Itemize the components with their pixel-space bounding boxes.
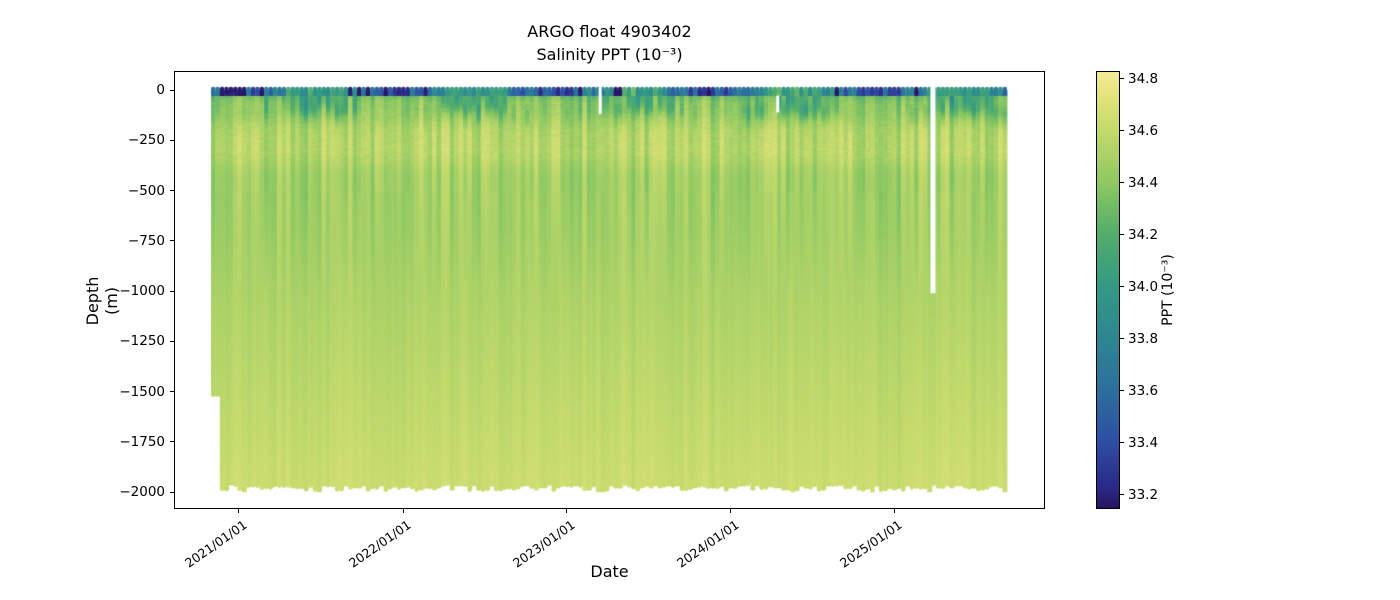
colorbar-tick-mark — [1120, 130, 1124, 132]
y-tick-label: −1250 — [119, 333, 165, 350]
colorbar-tick-mark — [1120, 494, 1124, 496]
y-tick-label: −500 — [127, 182, 165, 199]
x-tick-label: 2025/01/01 — [837, 517, 905, 571]
y-tick-label: 0 — [156, 82, 165, 98]
y-tick-mark — [170, 89, 174, 91]
x-tick-label: 2022/01/01 — [346, 517, 414, 571]
plot-area — [174, 71, 1045, 509]
y-tick-mark — [170, 491, 174, 493]
colorbar-tick-mark — [1120, 78, 1124, 80]
y-tick-label: −1500 — [119, 383, 165, 400]
y-tick-label: −1750 — [119, 433, 165, 450]
colorbar-tick-mark — [1120, 234, 1124, 236]
colorbar-tick-mark — [1120, 442, 1124, 444]
y-axis-label: Depth (m) — [83, 276, 121, 326]
y-tick-label: −1000 — [119, 283, 165, 300]
title-block: ARGO float 4903402 Salinity PPT (10⁻³) — [174, 20, 1045, 66]
x-tick-label: 2024/01/01 — [673, 517, 742, 571]
figure-subtitle: Salinity PPT (10⁻³) — [536, 45, 683, 65]
colorbar-tick-label: 33.4 — [1128, 434, 1159, 451]
x-tick-mark — [402, 509, 404, 513]
colorbar-tick-label: 33.8 — [1128, 330, 1159, 347]
x-tick-mark — [566, 509, 568, 513]
colorbar-tick-label: 34.6 — [1128, 122, 1159, 139]
salinity-heatmap-canvas — [175, 72, 1044, 508]
y-tick-mark — [170, 391, 174, 393]
y-tick-mark — [170, 340, 174, 342]
figure-title: ARGO float 4903402 — [527, 22, 692, 41]
y-tick-label: −2000 — [119, 484, 165, 501]
y-tick-mark — [170, 190, 174, 192]
colorbar-label: PPT (10⁻³) — [1160, 254, 1176, 326]
x-tick-mark — [730, 509, 732, 513]
colorbar-tick-mark — [1120, 286, 1124, 288]
y-tick-mark — [170, 290, 174, 292]
colorbar — [1096, 71, 1120, 509]
x-tick-mark — [238, 509, 240, 513]
x-axis-label: Date — [590, 562, 629, 581]
x-tick-mark — [893, 509, 895, 513]
colorbar-tick-mark — [1120, 390, 1124, 392]
colorbar-tick-mark — [1120, 182, 1124, 184]
colorbar-tick-mark — [1120, 338, 1124, 340]
colorbar-tick-label: 33.6 — [1128, 382, 1159, 399]
y-tick-mark — [170, 240, 174, 242]
colorbar-tick-label: 33.2 — [1128, 486, 1159, 503]
x-tick-label: 2023/01/01 — [509, 517, 578, 571]
y-tick-label: −250 — [127, 132, 165, 149]
y-tick-mark — [170, 139, 174, 141]
x-tick-label: 2021/01/01 — [181, 517, 250, 571]
colorbar-tick-label: 34.2 — [1128, 226, 1159, 243]
colorbar-tick-label: 34.8 — [1128, 70, 1159, 87]
colorbar-tick-label: 34.4 — [1128, 174, 1159, 191]
y-tick-label: −750 — [127, 232, 165, 249]
colorbar-tick-label: 34.0 — [1128, 278, 1159, 295]
y-tick-mark — [170, 441, 174, 443]
